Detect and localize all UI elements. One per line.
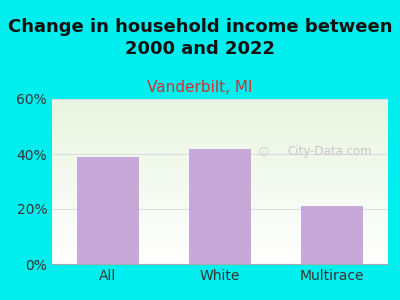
Text: City-Data.com: City-Data.com — [287, 145, 372, 158]
Text: Change in household income between
2000 and 2022: Change in household income between 2000 … — [8, 18, 392, 58]
Text: Vanderbilt, MI: Vanderbilt, MI — [147, 80, 253, 94]
Bar — [189, 148, 251, 264]
Bar — [301, 206, 363, 264]
Bar — [77, 157, 139, 264]
Text: ⊙: ⊙ — [258, 145, 270, 159]
